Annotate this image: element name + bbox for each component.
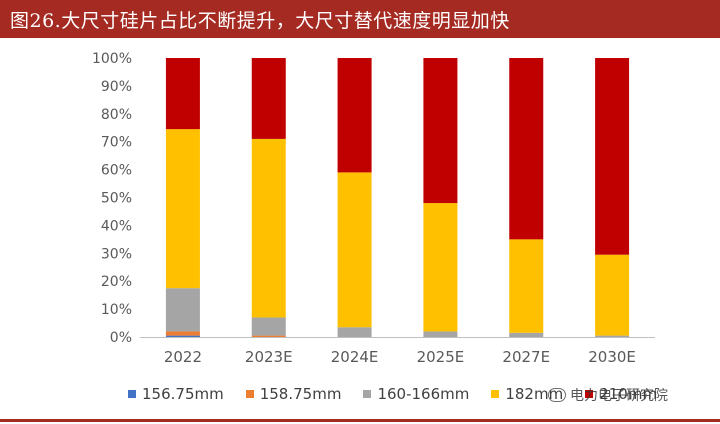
x-axis: 2022 2023E 2024E 2025E 2027E 2030E: [140, 337, 655, 366]
bar-segment: [423, 58, 458, 204]
stacked-bar-chart: 0%10%20%30%40%50%60%70%80%90%100% 2022 20…: [92, 51, 655, 366]
bar-segment: [165, 288, 200, 332]
chart-title: 图26.大尺寸硅片占比不断提升，大尺寸替代速度明显加快: [10, 9, 510, 32]
y-tick-label: 80%: [101, 107, 132, 123]
y-tick-label: 100%: [92, 51, 132, 67]
legend-swatch: [363, 390, 372, 398]
bar-segment: [165, 129, 200, 289]
x-tick-label: 2030E: [588, 348, 636, 366]
bottom-rule: [0, 419, 720, 422]
x-tick-label: 2027E: [502, 348, 550, 366]
bar-segment: [509, 332, 544, 337]
y-tick-label: 60%: [101, 163, 132, 179]
bar-segment: [251, 335, 286, 337]
y-tick-label: 40%: [101, 218, 132, 234]
bar-segment: [595, 335, 630, 337]
bar-segment: [337, 172, 372, 328]
y-tick-label: 50%: [101, 191, 132, 207]
y-tick-label: 30%: [101, 246, 132, 262]
legend-label: 160-166mm: [377, 385, 470, 403]
bars: [165, 58, 630, 337]
x-tick-label: 2025E: [417, 348, 465, 366]
title-bar: 图26.大尺寸硅片占比不断提升，大尺寸替代速度明显加快: [0, 0, 720, 38]
legend-label: 158.75mm: [259, 385, 342, 403]
bar-segment: [595, 58, 630, 255]
bar-segment: [337, 327, 372, 337]
bar-segment: [509, 239, 544, 333]
bar-segment: [423, 331, 458, 337]
legend-item: 210mm: [585, 385, 657, 403]
legend-item: 156.75mm: [128, 385, 224, 403]
legend-swatch: [585, 390, 594, 398]
legend-swatch: [128, 390, 136, 398]
bar-segment: [165, 58, 200, 130]
bar-segment: [251, 317, 286, 336]
x-tick-label: 2023E: [245, 348, 293, 366]
y-tick-label: 10%: [101, 302, 132, 318]
legend: 156.75mm 158.75mm 160-166mm 182mm 210mm: [128, 381, 657, 407]
wechat-icon: [548, 388, 566, 402]
y-tick-label: 90%: [101, 79, 132, 95]
bar-segment: [251, 58, 286, 139]
y-axis: 0% 10% 20% 30% 40% 50% 60% 70% 80% 90% 100%: [92, 51, 132, 346]
y-tick-label: 20%: [101, 274, 132, 290]
x-tick-label: 2024E: [331, 348, 379, 366]
x-tick-label: 2022: [164, 348, 202, 366]
bar-segment: [337, 58, 372, 173]
bar-segment: [165, 335, 200, 337]
watermark-text: 电力电子研究院: [570, 388, 668, 404]
legend-label: 210mm: [599, 385, 658, 403]
bar-segment: [251, 138, 286, 318]
legend-swatch: [491, 390, 500, 398]
y-tick-label: 70%: [101, 135, 132, 151]
legend-label: 156.75mm: [142, 385, 224, 403]
watermark: 电力电子研究院: [548, 384, 668, 406]
bar-segment: [509, 58, 544, 240]
legend-item: 160-166mm: [363, 385, 469, 403]
bar-segment: [165, 331, 200, 336]
y-tick-label: 0%: [110, 330, 132, 346]
legend-swatch: [245, 390, 254, 398]
legend-item: 158.75mm: [245, 385, 342, 403]
bar-segment: [423, 203, 458, 332]
bar-segment: [595, 254, 630, 336]
